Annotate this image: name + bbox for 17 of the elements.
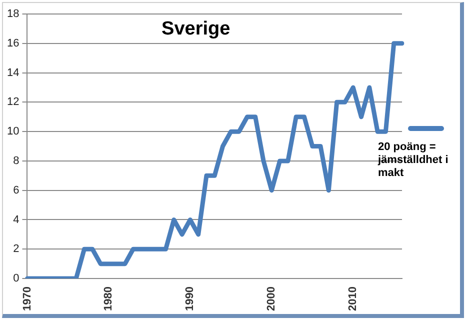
x-tick-label: 1990 — [184, 286, 196, 312]
y-tick-label: 4 — [13, 214, 20, 226]
y-tick-label: 12 — [6, 96, 20, 108]
x-tick-label: 2010 — [347, 286, 360, 312]
x-tick-label: 2000 — [266, 286, 278, 312]
legend-label: 20 poäng = jämställdhet i makt — [378, 141, 450, 180]
y-tick-label: 14 — [6, 66, 20, 79]
y-tick-label: 8 — [13, 154, 20, 167]
y-tick-label: 10 — [6, 126, 20, 138]
x-tick-label: 1970 — [21, 286, 34, 312]
y-tick-label: 16 — [6, 37, 20, 50]
chart-title: Sverige — [162, 18, 230, 40]
y-tick-label: 0 — [13, 272, 20, 285]
x-tick-label: 1980 — [102, 286, 115, 312]
y-tick-label: 6 — [13, 184, 20, 196]
y-tick-label: 18 — [6, 8, 20, 20]
y-tick-label: 2 — [13, 243, 20, 256]
